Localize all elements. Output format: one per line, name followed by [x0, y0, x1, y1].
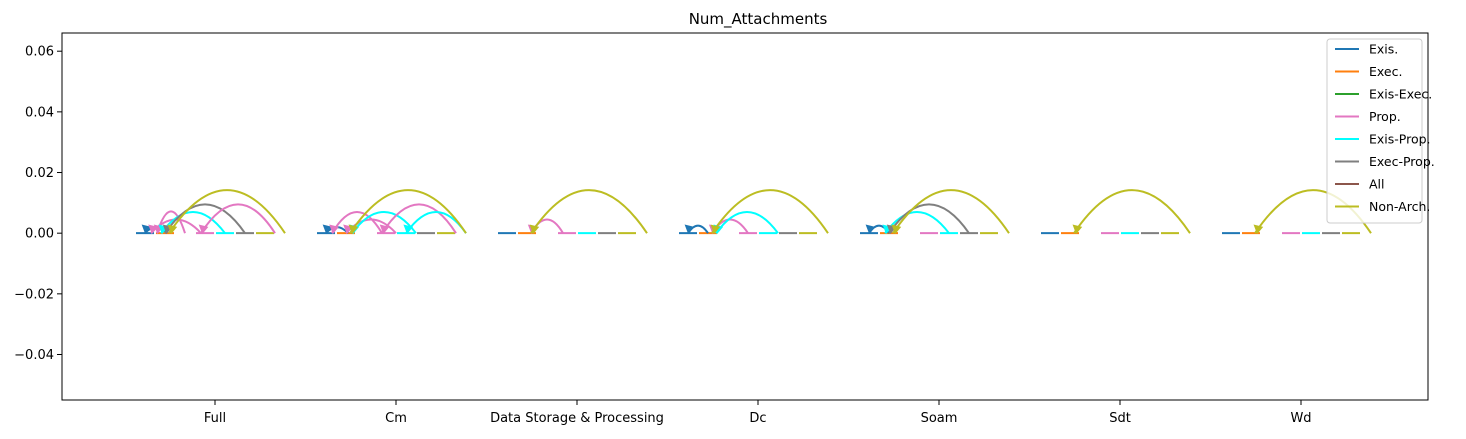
arc-arrowhead: [379, 224, 390, 235]
arc-arrowhead: [710, 224, 721, 235]
chart-marks: [136, 189, 1372, 235]
arc-line: [160, 210, 226, 234]
x-axis: Full Cm Data Storage & Processing Dc Soam Sdt…: [204, 400, 1312, 426]
x-tick-label: Dc: [749, 411, 766, 426]
legend-label: Exec.: [1369, 64, 1402, 79]
y-tick-label: −0.02: [14, 287, 54, 302]
arc-arrowhead: [148, 224, 158, 235]
legend-label: Non-Arch.: [1369, 199, 1430, 214]
legend-label: Exis-Exec.: [1369, 87, 1432, 102]
x-tick-label: Wd: [1290, 411, 1311, 426]
arc-arrowhead: [167, 224, 178, 235]
arc-line: [888, 203, 970, 234]
legend-label: Exis-Prop.: [1369, 132, 1431, 147]
arc-arrowhead: [529, 224, 540, 235]
x-tick-label: Data Storage & Processing: [490, 411, 664, 426]
y-tick-label: 0.00: [25, 227, 54, 242]
arc-arrowhead: [865, 224, 876, 235]
arc-arrowhead: [141, 224, 152, 235]
arc-arrowhead: [348, 224, 359, 235]
arc-line: [884, 210, 950, 234]
arc-line: [351, 210, 417, 234]
arc-arrowhead: [1253, 224, 1264, 235]
arc-line: [200, 203, 276, 234]
legend-label: Exec-Prop.: [1369, 154, 1435, 169]
arc-arrowhead: [322, 224, 333, 235]
arc-arrowhead: [198, 224, 209, 235]
arc-line: [168, 189, 286, 234]
legend-label: All: [1369, 177, 1385, 192]
x-tick-label: Soam: [921, 411, 958, 426]
arc-line: [1073, 189, 1191, 234]
arc-line: [715, 210, 779, 234]
arc-line: [331, 210, 383, 234]
arc-arrowhead: [891, 224, 902, 235]
arc-line: [164, 203, 246, 234]
arc-line: [711, 189, 829, 234]
y-tick-label: 0.04: [25, 105, 54, 120]
y-tick-label: 0.06: [25, 45, 54, 60]
arc-arrowhead: [1072, 224, 1083, 235]
legend: Exis. Exec. Exis-Exec. Prop. Exis-Prop. Exec-…: [1326, 38, 1435, 224]
x-tick-label: Full: [204, 411, 226, 426]
arc-line: [349, 189, 467, 234]
x-tick-label: Cm: [385, 411, 407, 426]
legend-label: Exis.: [1369, 42, 1398, 57]
arc-line: [892, 189, 1010, 234]
x-tick-label: Sdt: [1109, 411, 1131, 426]
plot-frame: [61, 32, 1429, 401]
arc-arrowhead: [403, 224, 414, 235]
arc-line: [530, 189, 648, 234]
legend-label: Prop.: [1369, 109, 1401, 124]
arc-arrowhead: [684, 224, 695, 235]
y-tick-label: 0.02: [25, 166, 54, 181]
arc-line: [381, 203, 457, 234]
arc-arrowhead: [329, 224, 339, 235]
legend-box: [1326, 38, 1423, 224]
chart-title: Num_Attachments: [689, 10, 828, 29]
y-axis: −0.04 −0.02 0.00 0.02 0.04 0.06: [14, 45, 62, 363]
y-tick-label: −0.04: [14, 348, 54, 363]
arc-line: [405, 210, 467, 234]
